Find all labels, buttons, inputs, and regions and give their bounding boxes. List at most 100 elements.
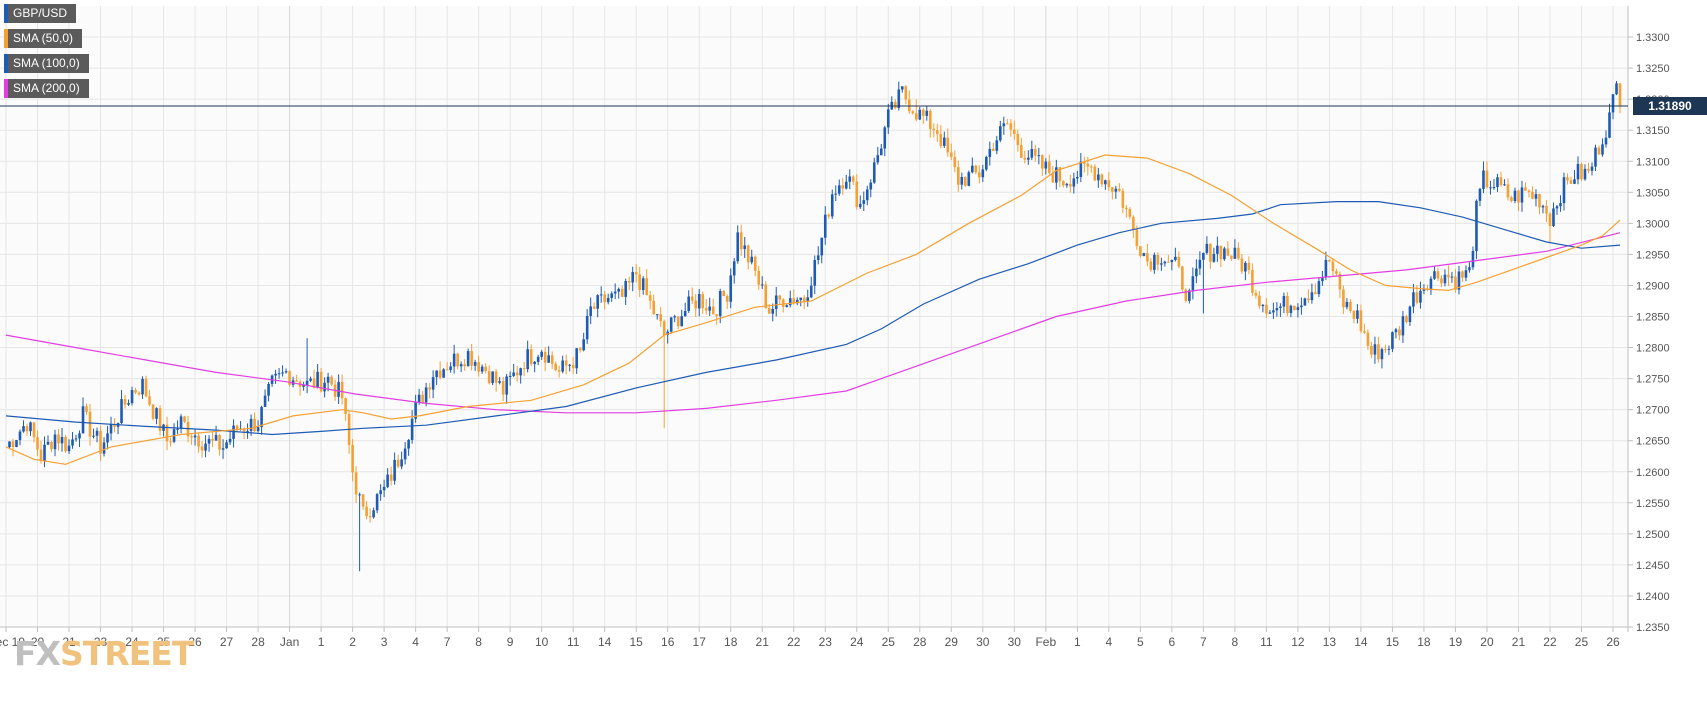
candle-body [421,394,424,403]
candle-body [50,441,53,450]
candle-body [445,369,449,371]
chart-legend: GBP/USD SMA (50,0) SMA (100,0) SMA (200,… [4,4,89,104]
fxstreet-logo: FXSTREET [14,634,194,673]
candle-body [841,185,845,189]
candle-body [225,442,228,449]
candle-body [197,435,200,447]
candle-body [1135,229,1139,247]
candle-body [557,370,561,372]
legend-item-sma50[interactable]: SMA (50,0) [4,29,83,48]
y-tick-label: 1.3150 [1636,125,1670,137]
candle-body [323,382,326,392]
candle-body [1433,271,1436,279]
candle-body [627,281,631,283]
candle-body [1219,245,1223,260]
candle-body [1016,134,1020,146]
candle-body [1079,161,1083,177]
candle-body [834,193,838,195]
candle-body [438,370,442,378]
y-tick-label: 1.3300 [1636,32,1670,44]
candle-body [1576,163,1580,180]
candle-body [578,348,582,351]
candle-body [1198,259,1202,269]
candle-body [1615,83,1618,95]
candle-body [907,99,911,112]
x-tick-label: 15 [1386,635,1400,649]
candle-body [284,371,288,373]
y-tick-label: 1.3050 [1636,187,1670,199]
candle-body [995,140,999,151]
candle-body [893,101,897,108]
candle-body [648,295,652,301]
candle-body [1384,349,1387,351]
x-tick-label: 29 [945,635,959,649]
candle-body [267,383,270,396]
candle-body [1352,311,1356,319]
candle-body [78,433,81,439]
candle-body [921,109,925,116]
x-tick-label: 3 [381,635,388,649]
candle-body [722,290,726,297]
candle-body [879,148,883,156]
legend-item-sma100[interactable]: SMA (100,0) [4,54,89,73]
candle-body [1415,292,1419,303]
candle-body [256,427,260,432]
x-tick-label: 12 [1291,635,1305,649]
candle-body [400,459,403,467]
candle-body [1121,190,1125,208]
candle-body [1555,206,1559,209]
candle-body [1247,262,1251,271]
candle-body [708,306,712,311]
y-tick-label: 1.3000 [1636,218,1670,230]
candle-body [750,256,754,263]
candle-body [11,441,15,447]
candle-body [1370,345,1373,355]
candle-body [582,339,585,351]
candle-body [340,381,344,399]
candle-body [1342,289,1345,308]
candle-body [1373,344,1377,355]
candle-body [862,200,866,204]
legend-item-gbpusd[interactable]: GBP/USD [4,4,77,23]
candle-body [1580,163,1583,180]
x-tick-label: Dec 19 [0,635,25,649]
candle-body [536,356,540,362]
candle-body [935,130,939,135]
candle-body [29,422,32,432]
candle-body [431,377,435,390]
candle-body [134,389,137,393]
x-tick-label: Feb [1035,635,1056,649]
candle-body [242,428,246,432]
candle-body [1149,261,1153,270]
candle-body [130,389,134,404]
candle-body [1548,213,1552,227]
candle-body [1587,168,1590,171]
candle-body [155,408,158,419]
candle-body [46,441,50,445]
x-tick-label: 24 [125,635,139,649]
candle-body [1611,94,1615,113]
candle-body [865,189,869,201]
candle-body [407,439,410,449]
candle-body [109,424,113,434]
candle-body [1419,290,1422,303]
candle-body [365,506,368,517]
candle-body [823,214,827,238]
candle-body [1380,349,1384,360]
x-tick-label: 9 [507,635,514,649]
candle-body [1223,248,1226,260]
candle-body [1317,281,1321,295]
candle-body [1394,329,1398,333]
candle-body [183,416,186,422]
candle-body [18,431,22,441]
candle-body [246,430,249,432]
candle-body [207,438,211,444]
candle-body [463,364,466,367]
candle-body [309,378,312,381]
candle-body [837,185,841,194]
candle-body [1408,306,1412,323]
candle-body [978,172,981,178]
legend-item-sma200[interactable]: SMA (200,0) [4,79,89,98]
candle-body [543,351,547,363]
